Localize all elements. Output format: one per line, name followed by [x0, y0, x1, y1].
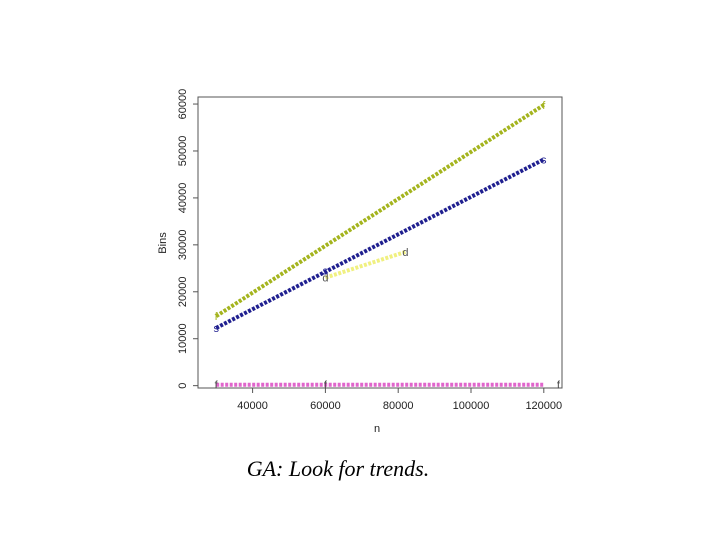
series-line	[324, 249, 407, 280]
x-tick-label: 40000	[237, 400, 268, 412]
series-line	[215, 157, 545, 330]
y-tick-label: 0	[177, 383, 189, 389]
point-label: d	[322, 273, 328, 285]
y-tick-label: 30000	[177, 230, 189, 261]
x-axis-title: n	[374, 423, 380, 435]
caption-text: GA: Look for trends.	[246, 456, 430, 481]
y-tick-label: 40000	[177, 183, 189, 214]
bins-vs-n-chart: 40000 60000 80000 100000 120000 0 10000 20000 3…	[157, 89, 563, 435]
caption: GA: Look for trends.	[0, 456, 720, 482]
point-label: f	[215, 380, 219, 392]
point-label: s	[541, 154, 547, 166]
y-tick-label: 60000	[177, 89, 189, 120]
x-tick-label: 100000	[453, 400, 490, 412]
point-label: f	[215, 311, 219, 323]
series-0: ff	[215, 100, 547, 323]
series-line	[215, 103, 545, 318]
x-tick-label: 80000	[383, 400, 414, 412]
point-label: s	[323, 266, 329, 278]
y-tick-label: 10000	[177, 323, 189, 354]
y-axis: 0 10000 20000 30000 40000 50000 60000	[177, 89, 198, 389]
y-tick-label: 50000	[177, 136, 189, 167]
x-axis: 40000 60000 80000 100000 120000	[237, 388, 562, 412]
x-tick-label: 60000	[310, 400, 341, 412]
y-tick-label: 20000	[177, 276, 189, 307]
series-2: dd	[322, 247, 408, 285]
x-tick-label: 120000	[525, 400, 562, 412]
point-label: d	[402, 247, 408, 259]
plot-frame	[197, 96, 563, 389]
series-1: ss	[213, 154, 547, 334]
point-label: f	[324, 380, 328, 392]
point-label: f	[557, 380, 561, 392]
y-axis-title: Bins	[157, 232, 169, 254]
point-label: s	[213, 323, 219, 335]
point-label: f	[542, 100, 546, 112]
